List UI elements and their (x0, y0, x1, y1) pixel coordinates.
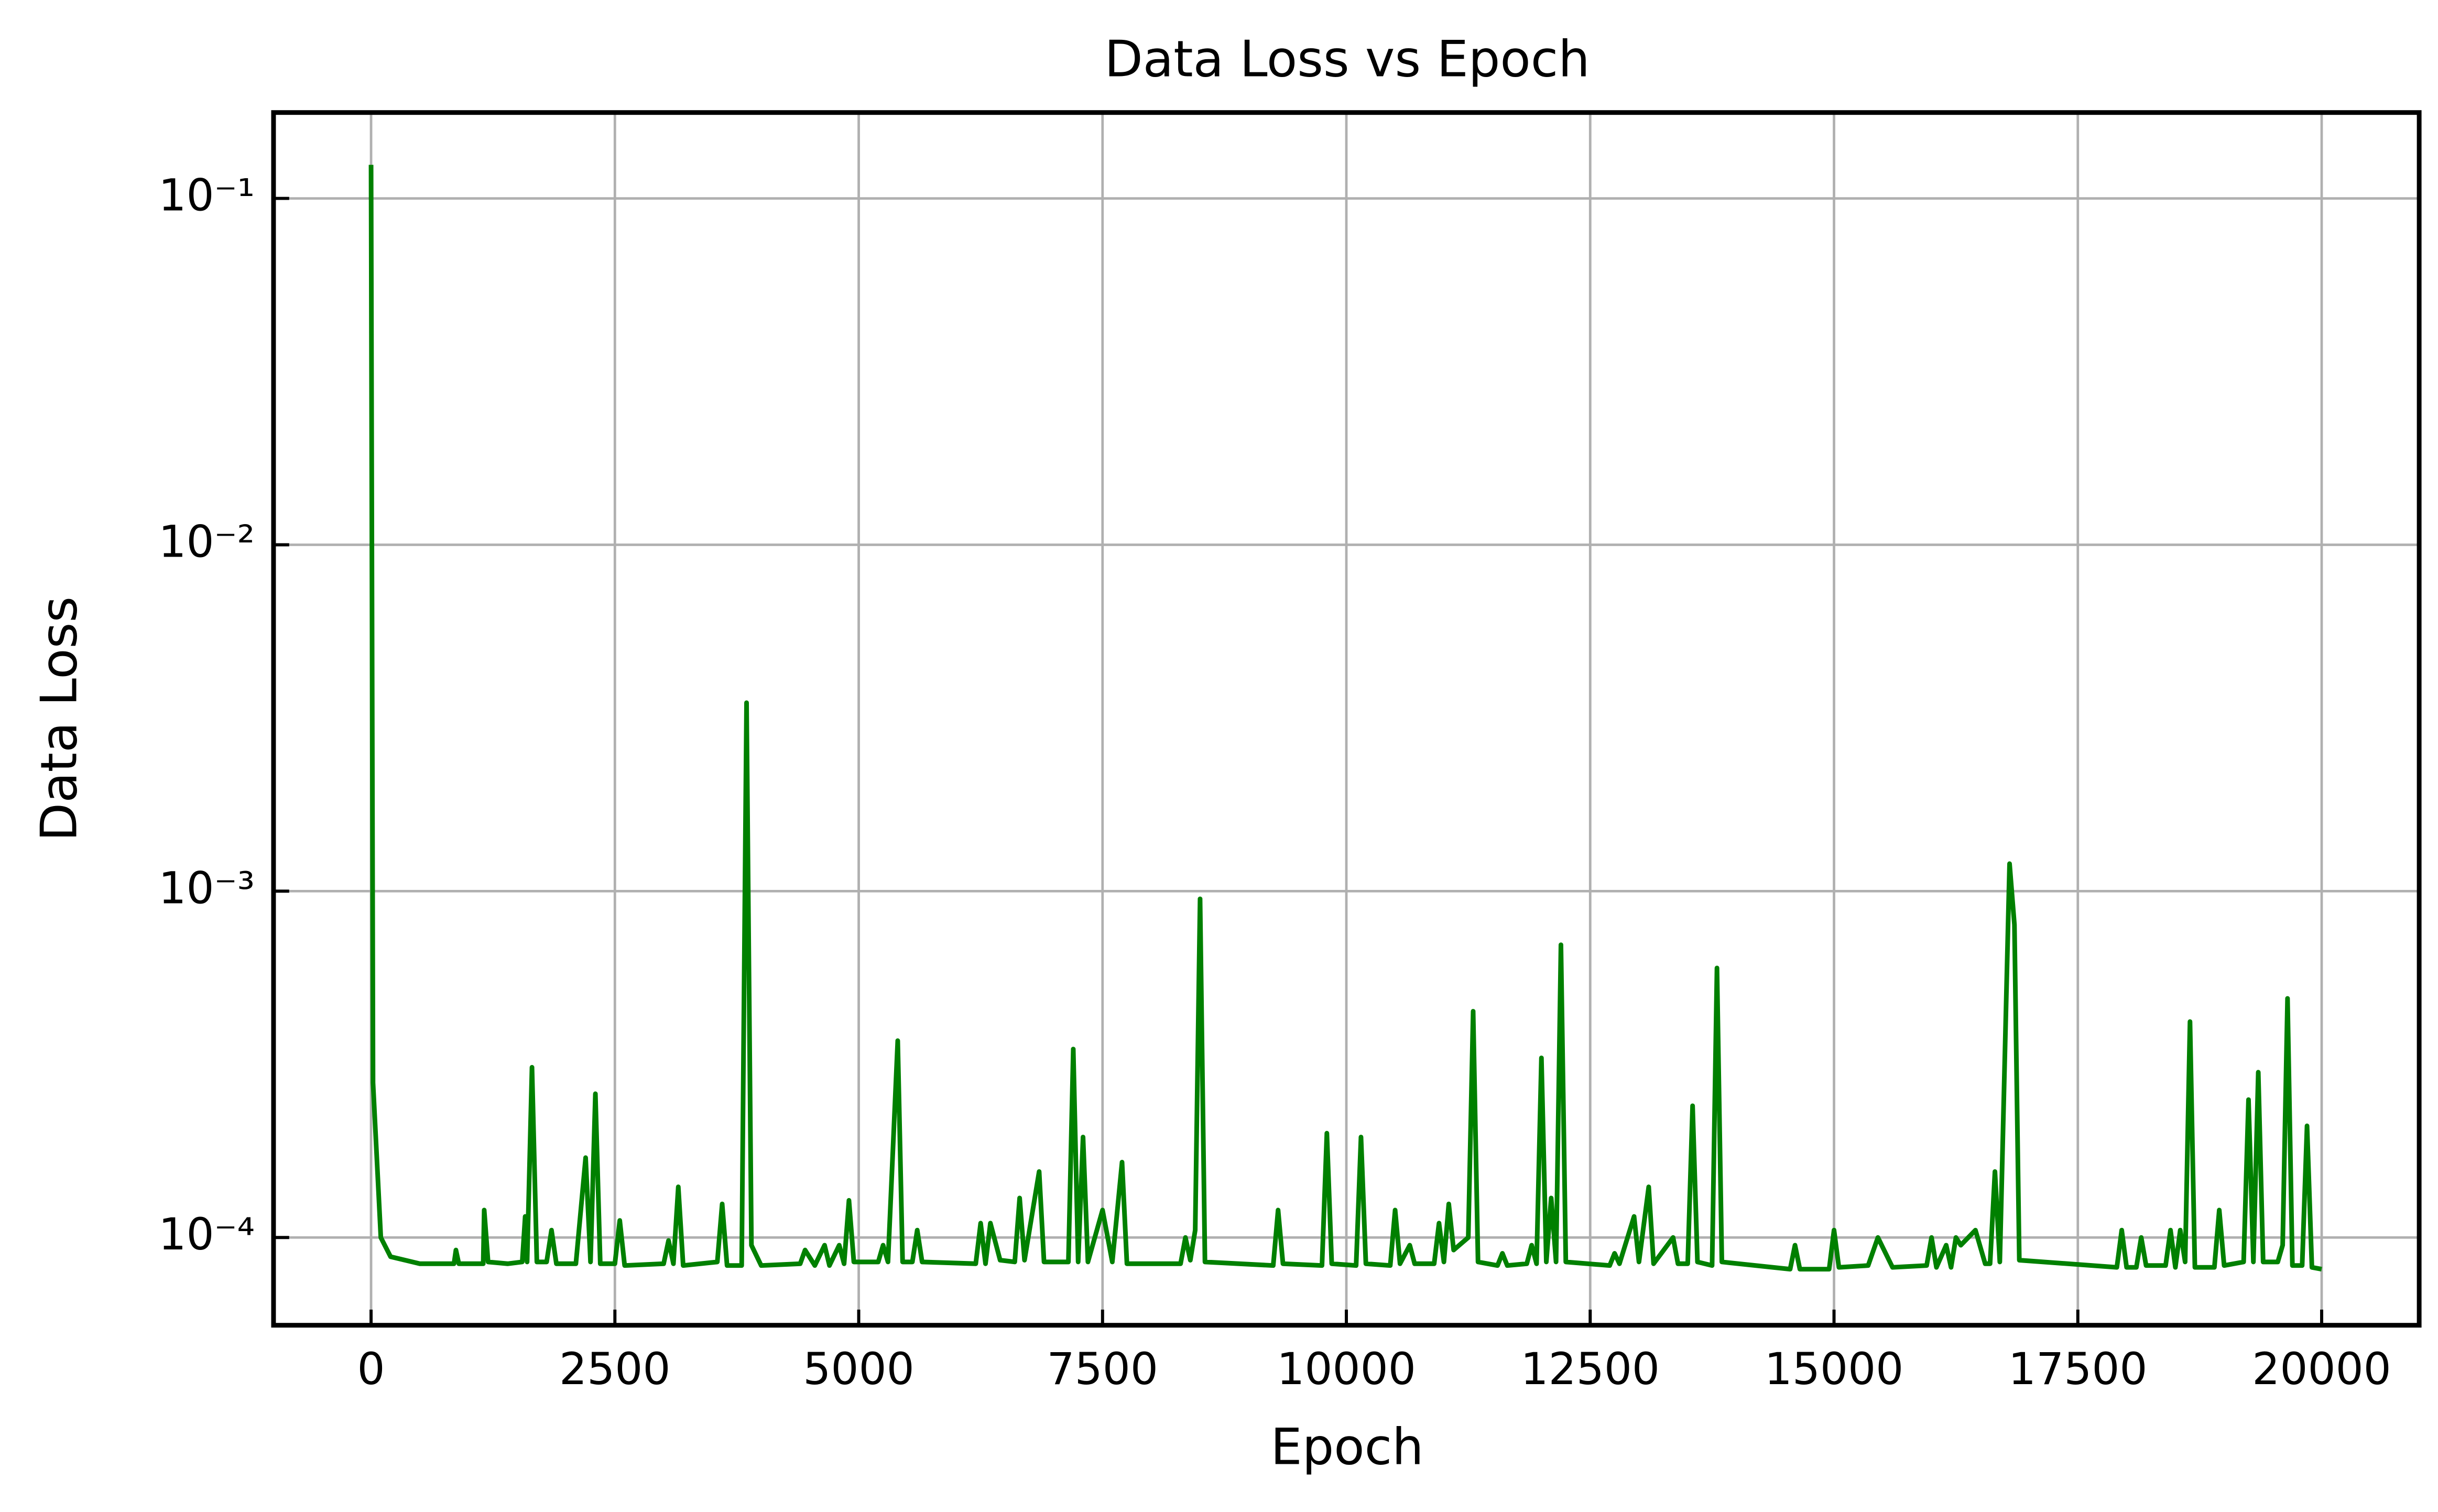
x-tick-label: 12500 (1520, 1344, 1660, 1395)
y-tick-label: 10⁻³ (158, 863, 255, 913)
y-tick-label: 10⁻⁴ (158, 1209, 255, 1260)
y-tick-label: 10⁻¹ (158, 170, 255, 221)
data-line (368, 165, 2322, 1272)
y-tick-label: 10⁻² (158, 516, 255, 567)
x-tick-label: 15000 (1765, 1344, 1904, 1395)
x-axis-label: Epoch (1270, 1418, 1423, 1476)
x-tick-label: 2500 (559, 1344, 670, 1395)
y-axis-label: Data Loss (30, 596, 89, 841)
x-tick-label: 7500 (1047, 1344, 1158, 1395)
x-tick-label: 5000 (803, 1344, 914, 1395)
plot-frame (271, 110, 2422, 1328)
x-tick-label: 10000 (1277, 1344, 1416, 1395)
x-tick-label: 20000 (2252, 1344, 2391, 1395)
x-tick-label: 0 (357, 1344, 385, 1395)
chart-title: Data Loss vs Epoch (1104, 30, 1590, 89)
x-tick-label: 17500 (2008, 1344, 2148, 1395)
